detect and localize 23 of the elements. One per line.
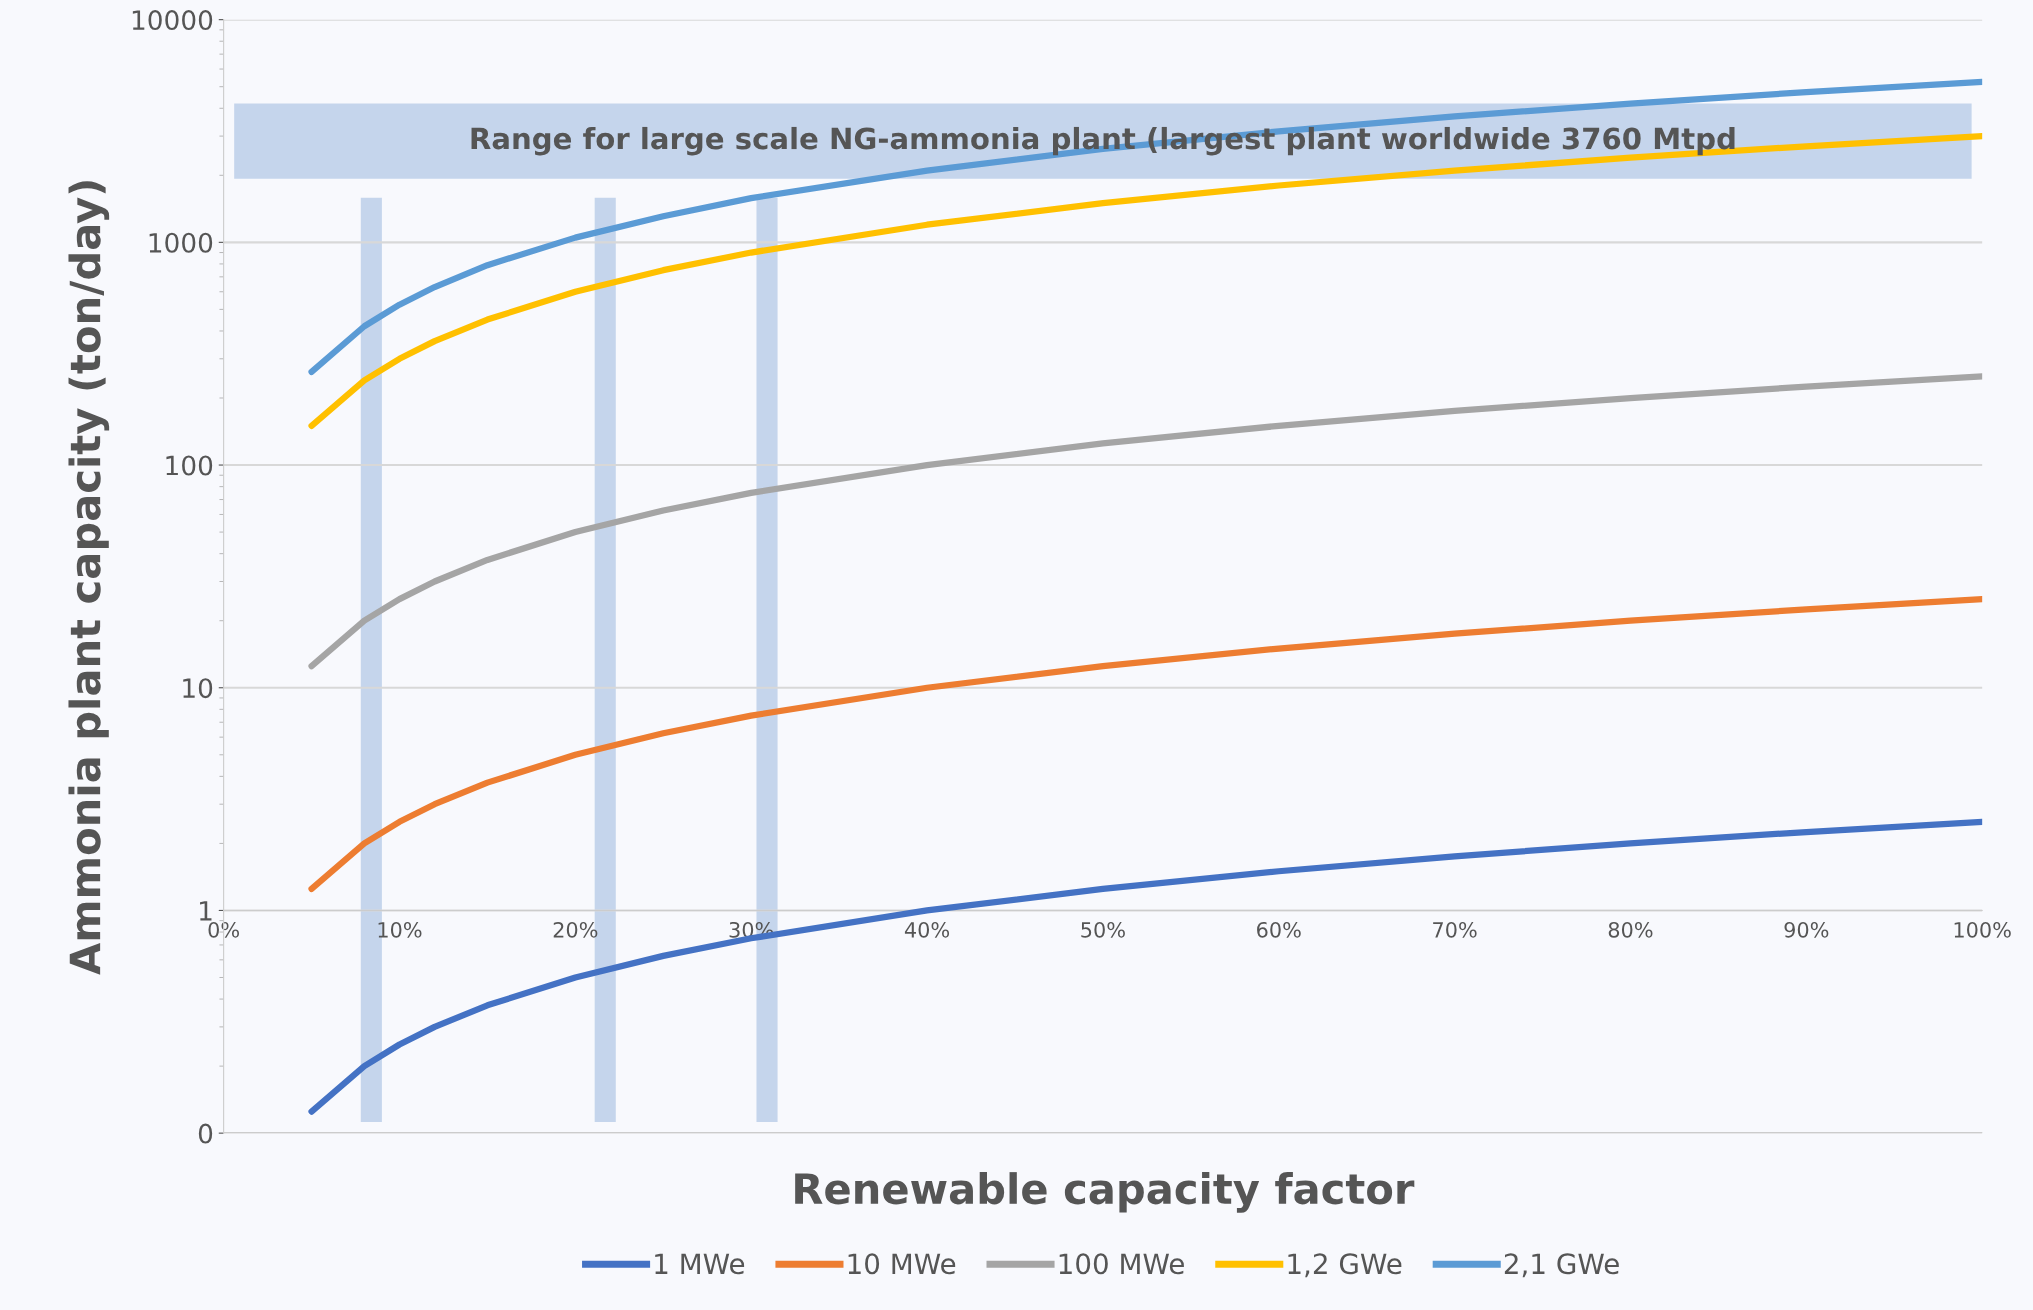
x-axis-title: Renewable capacity factor <box>795 1172 1415 1213</box>
legend-label: 10 MWe <box>848 1253 956 1275</box>
y-tick-label: 1000 <box>149 232 213 253</box>
y-tick-label: 10000 <box>132 10 213 31</box>
x-tick-label: 0% <box>208 921 240 938</box>
y-tick-label: 100 <box>166 455 213 476</box>
legend-label: 1 MWe <box>655 1253 745 1275</box>
x-tick-label: 70% <box>1433 921 1477 938</box>
legend-label: 100 MWe <box>1059 1253 1184 1275</box>
x-tick-label: 40% <box>904 921 950 938</box>
y-tick-label: 10 <box>183 678 213 699</box>
x-tick-label: 80% <box>1608 921 1653 938</box>
x-tick-label: 50% <box>1081 921 1125 938</box>
legend-label: 2,1 GWe <box>1504 1253 1619 1278</box>
x-tick-label: 100% <box>1954 921 2011 938</box>
legend-label: 1,2 GWe <box>1288 1253 1402 1278</box>
x-tick-label: 90% <box>1784 921 1829 938</box>
y-tick-label: 1 <box>200 901 212 921</box>
x-tick-label: 60% <box>1257 921 1301 938</box>
x-tick-label: 20% <box>553 921 598 938</box>
y-axis-title: Ammonia plant capacity (ton/day) <box>68 181 110 975</box>
x-tick-label: 10% <box>378 921 422 938</box>
y-tick-label: 0 <box>198 1123 213 1144</box>
